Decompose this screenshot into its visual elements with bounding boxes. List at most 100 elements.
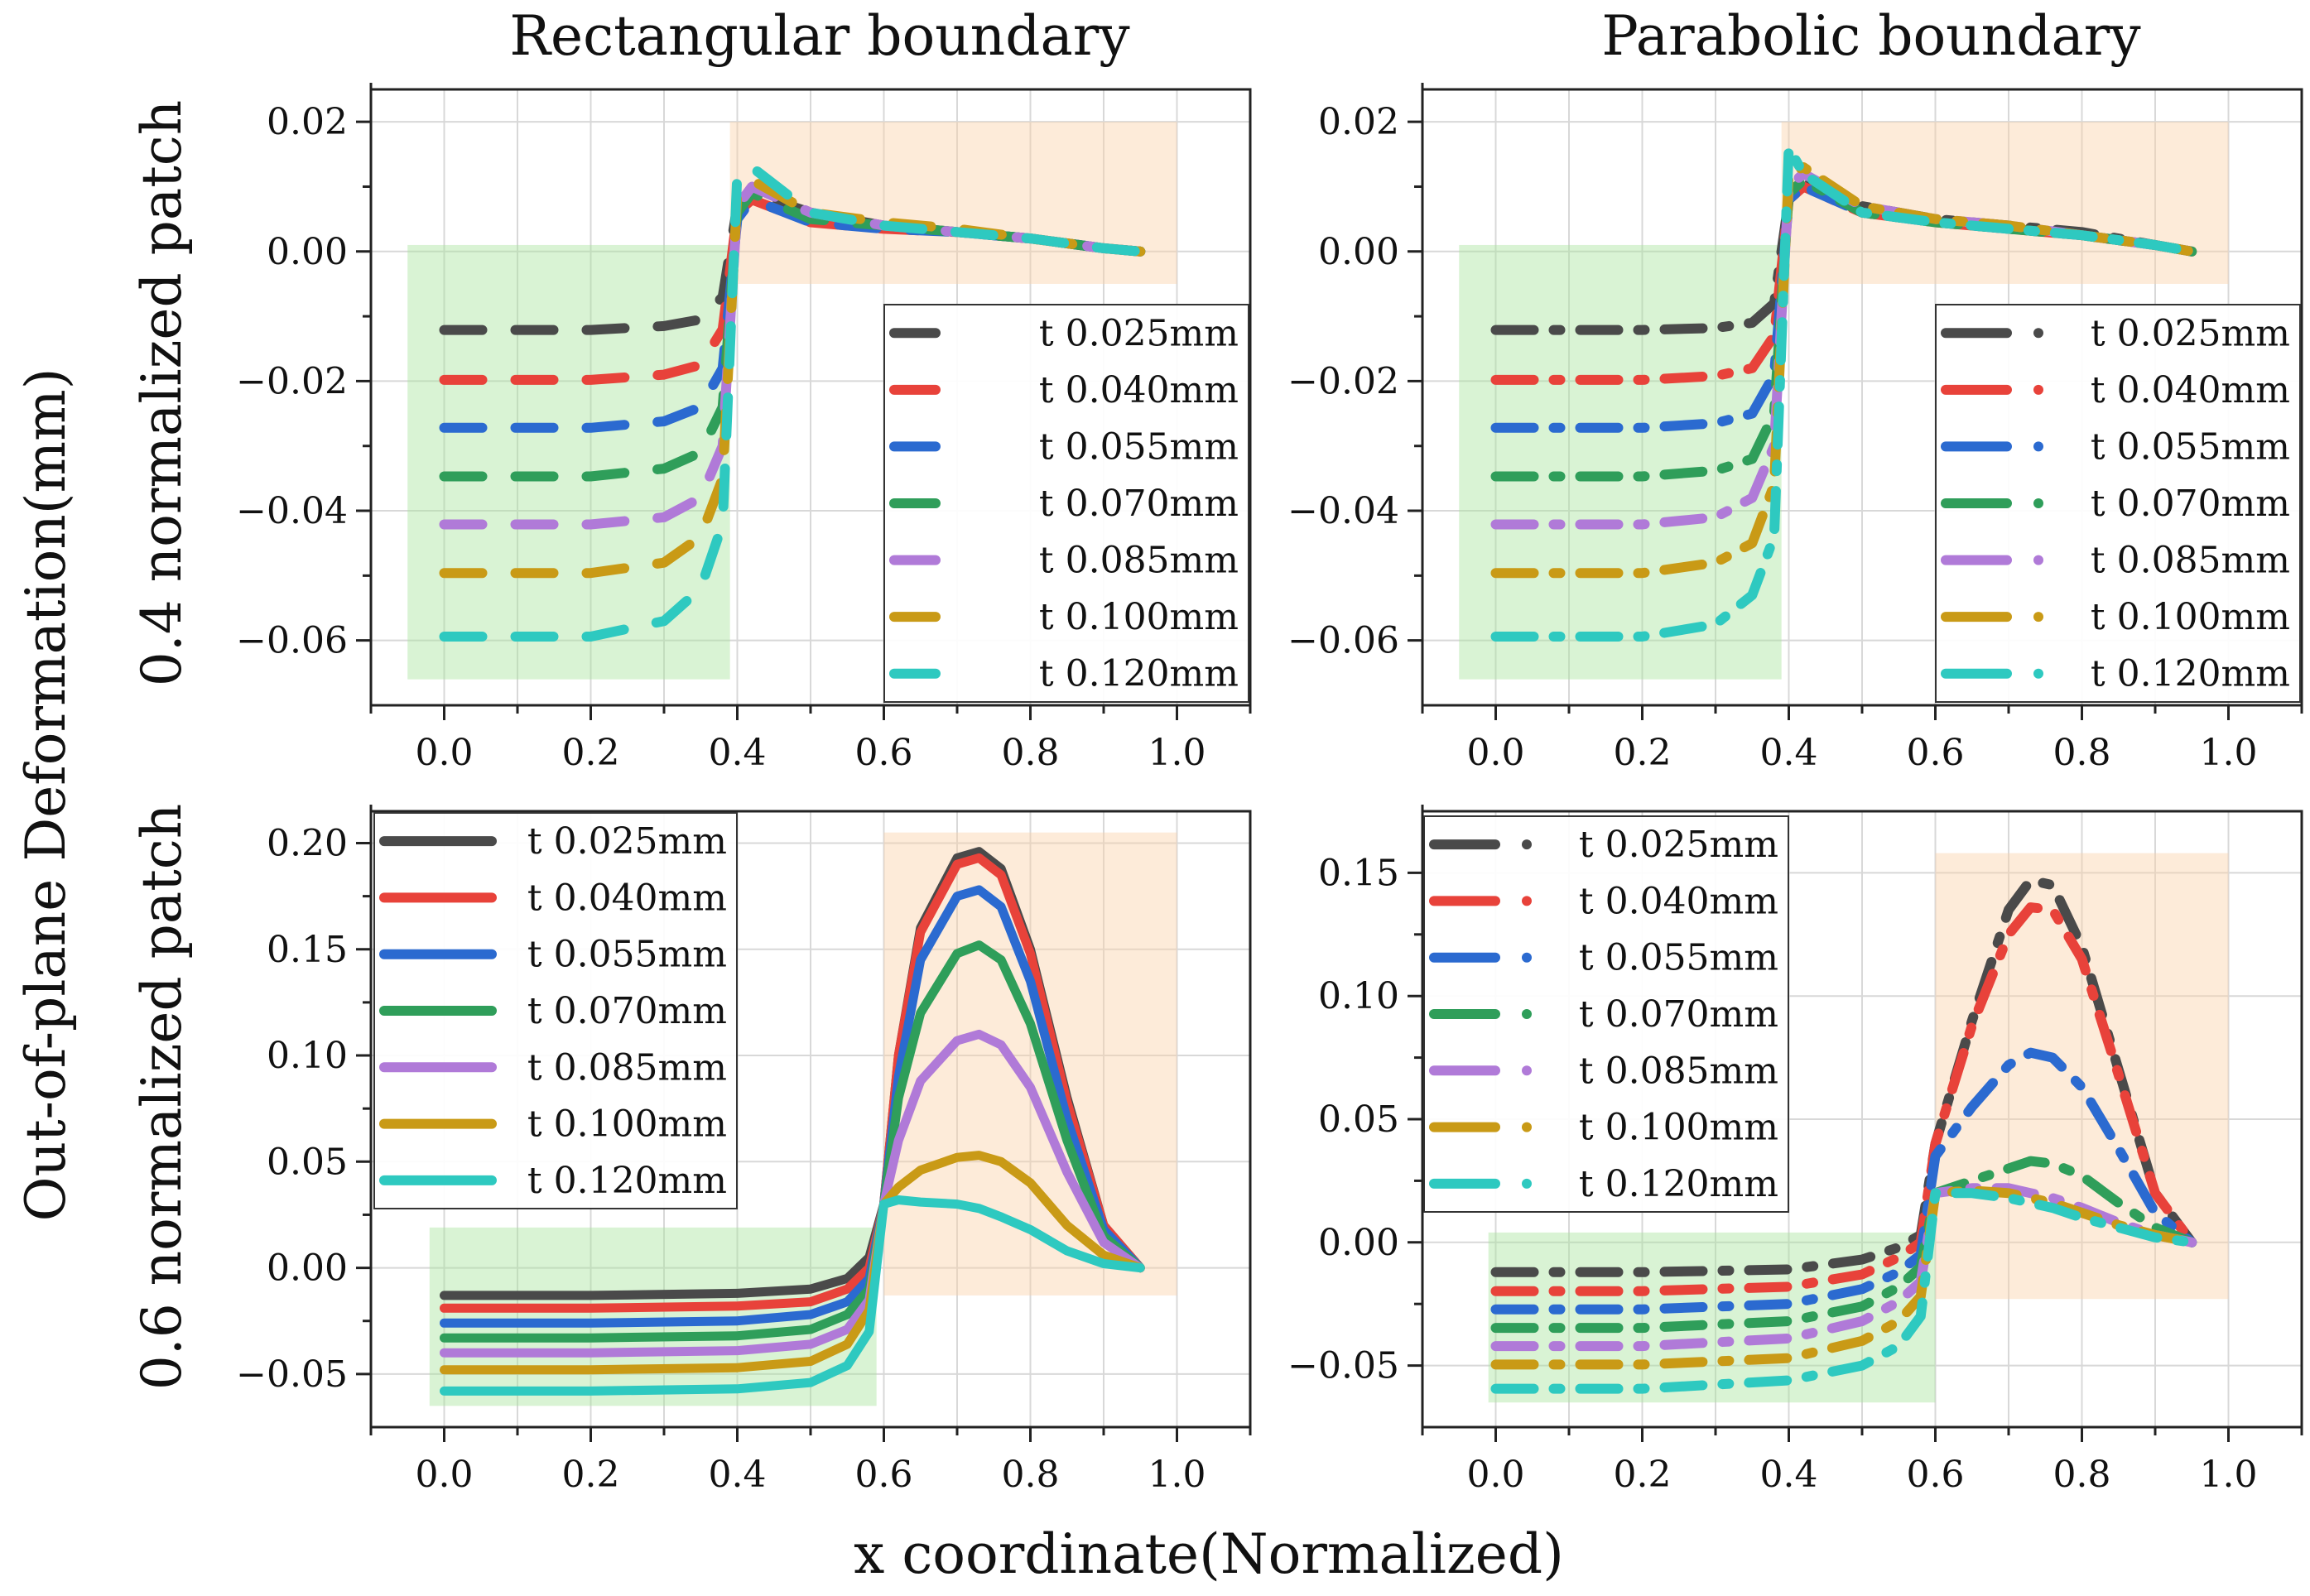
x-tick-label: 1.0 <box>1148 1454 1206 1496</box>
series-line-0120 <box>439 162 1146 642</box>
legend-swatch-dot <box>1522 1065 1532 1076</box>
series-line-0055 <box>439 195 1146 433</box>
legend: t 0.025mm t 0.040mm t 0.055mm t 0.070mm t 0.… <box>373 812 738 1209</box>
legend-label: t 0.040mm <box>527 877 727 919</box>
legend-swatch-dot <box>1522 896 1532 906</box>
legend-swatch-dot <box>2033 612 2043 623</box>
x-tick-label: 1.0 <box>2200 732 2258 774</box>
y-tick-label: −0.02 <box>1287 360 1399 402</box>
legend-label: t 0.070mm <box>527 990 727 1032</box>
series-line-0055 <box>440 885 1145 1328</box>
panel-top-left: 0.0 0.2 0.4 0.6 0.8 1.0 0.02 0.00 −0.02 −0.04 −0.0… <box>236 83 1252 774</box>
y-tick-label: 0.05 <box>267 1141 348 1183</box>
row-label-top: 0.4 normalized patch <box>130 100 194 687</box>
legend-label: t 0.100mm <box>527 1103 727 1146</box>
title-parabolic: Parabolic boundary <box>1601 4 2141 68</box>
series-line-0120 <box>1490 1188 2197 1394</box>
series-line-0070 <box>440 940 1145 1343</box>
x-tick-label: 0.2 <box>562 732 620 774</box>
y-tick-label: 0.02 <box>1318 101 1399 143</box>
legend-swatch-dot <box>1522 1009 1532 1019</box>
legend-label: t 0.070mm <box>1039 483 1239 525</box>
y-tick-label: −0.02 <box>236 360 348 402</box>
legend-label: t 0.025mm <box>527 820 727 863</box>
y-tick-label: −0.06 <box>236 620 348 662</box>
x-tick-label: 0.2 <box>1614 732 1672 774</box>
legend: t 0.025mm t 0.040mm t 0.055mm t 0.070mm t 0.… <box>1935 304 2301 703</box>
x-tick-label: 0.4 <box>709 732 767 774</box>
y-axis-label: Out-of-plane Deformation(mm) <box>14 368 78 1222</box>
series-line-0040 <box>1490 902 2197 1296</box>
y-tick-label: 0.02 <box>267 101 348 143</box>
x-tick-label: 0.4 <box>1760 732 1818 774</box>
legend-swatch-dot <box>2033 555 2043 565</box>
y-tick-label: 0.00 <box>267 231 348 273</box>
x-tick-label: 0.0 <box>416 732 474 774</box>
series-line-0055 <box>1490 1047 2197 1315</box>
x-tick-label: 0.2 <box>1614 1454 1672 1496</box>
x-tick-label: 0.8 <box>2053 732 2111 774</box>
legend-label: t 0.085mm <box>1579 1050 1778 1092</box>
legend-swatch-dot <box>1522 1122 1532 1132</box>
x-tick-label: 0.6 <box>855 1454 913 1496</box>
legend-label: t 0.120mm <box>1039 653 1239 695</box>
legend-swatch-dot <box>2033 384 2043 395</box>
legend-box <box>883 304 1249 703</box>
legend-swatch-dot <box>2033 328 2043 339</box>
y-tick-label: 0.20 <box>267 822 348 864</box>
legend-swatch-dot <box>1522 952 1532 963</box>
series-line-0085 <box>440 1029 1145 1358</box>
legend-label: t 0.085mm <box>2091 540 2290 582</box>
panel-bottom-right: 0.0 0.2 0.4 0.6 0.8 1.0 0.15 0.10 0.05 0.00 −0.05 t… <box>1287 805 2303 1496</box>
x-tick-label: 0.6 <box>1907 732 1965 774</box>
x-tick-label: 0.0 <box>1467 1454 1525 1496</box>
series-line-0070 <box>1490 1156 2197 1334</box>
panel-top-right: 0.0 0.2 0.4 0.6 0.8 1.0 0.02 0.00 −0.02 −0.04 −0.0… <box>1287 83 2303 774</box>
legend-label: t 0.055mm <box>527 934 727 976</box>
legend-label: t 0.055mm <box>2091 425 2290 468</box>
y-tick-label: 0.15 <box>267 929 348 971</box>
y-tick-label: −0.04 <box>1287 490 1399 532</box>
legend: t 0.025mm t 0.040mm t 0.055mm t 0.070mm t 0.… <box>1423 815 1789 1213</box>
x-tick-label: 1.0 <box>1148 732 1206 774</box>
series-line-0120 <box>1490 142 2197 642</box>
x-tick-label: 0.6 <box>1907 1454 1965 1496</box>
x-tick-label: 0.6 <box>855 732 913 774</box>
x-tick-label: 0.4 <box>709 1454 767 1496</box>
legend-label: t 0.120mm <box>1579 1163 1778 1205</box>
x-tick-label: 0.0 <box>416 1454 474 1496</box>
legend-swatch-dot <box>2033 498 2043 508</box>
legend: t 0.025mm t 0.040mm t 0.055mm t 0.070mm t 0.… <box>883 304 1249 703</box>
region-orange <box>729 122 1177 284</box>
legend-label: t 0.120mm <box>527 1160 727 1202</box>
x-tick-label: 0.8 <box>1002 1454 1060 1496</box>
title-rectangular: Rectangular boundary <box>509 4 1130 68</box>
x-tick-label: 0.8 <box>1002 732 1060 774</box>
legend-label: t 0.040mm <box>1579 880 1778 922</box>
y-tick-label: 0.10 <box>1318 975 1399 1017</box>
x-tick-label: 0.0 <box>1467 732 1525 774</box>
series-line-0120 <box>440 1195 1145 1396</box>
legend-label: t 0.040mm <box>1039 369 1239 411</box>
y-tick-label: −0.04 <box>236 490 348 532</box>
x-axis-label: x coordinate(Normalized) <box>854 1522 1564 1586</box>
y-tick-label: 0.00 <box>1318 231 1399 273</box>
legend-label: t 0.055mm <box>1579 937 1778 979</box>
legend-label: t 0.100mm <box>2091 596 2290 638</box>
x-tick-label: 0.2 <box>562 1454 620 1496</box>
legend-label: t 0.120mm <box>2091 653 2290 695</box>
series-line-0100 <box>440 1151 1145 1375</box>
legend-label: t 0.100mm <box>1039 596 1239 638</box>
y-tick-label: 0.05 <box>1318 1098 1399 1141</box>
legend-label: t 0.025mm <box>2091 312 2290 354</box>
y-tick-label: 0.10 <box>267 1035 348 1077</box>
y-tick-label: 0.00 <box>267 1247 348 1290</box>
series-line-0025 <box>1490 875 2197 1277</box>
y-tick-label: −0.05 <box>236 1353 348 1396</box>
y-tick-label: −0.06 <box>1287 620 1399 662</box>
y-tick-label: 0.00 <box>1318 1222 1399 1264</box>
legend-swatch-dot <box>1522 1178 1532 1189</box>
x-tick-label: 0.4 <box>1760 1454 1818 1496</box>
legend-swatch-dot <box>1522 839 1532 850</box>
legend-label: t 0.040mm <box>2091 369 2290 411</box>
